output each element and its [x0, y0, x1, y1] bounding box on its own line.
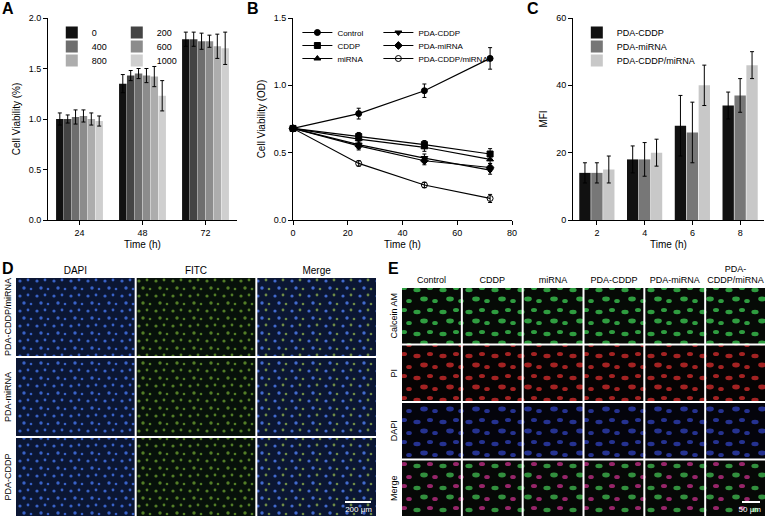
svg-text:Merge: Merge — [389, 475, 399, 501]
svg-text:0.5: 0.5 — [274, 148, 287, 158]
svg-text:1.0: 1.0 — [29, 114, 42, 124]
html-text:A: A — [2, 0, 14, 17]
svg-text:0: 0 — [561, 215, 566, 225]
svg-text:24: 24 — [74, 228, 84, 238]
svg-text:400: 400 — [92, 42, 107, 52]
html-text:D: D — [2, 260, 14, 277]
svg-text:72: 72 — [200, 228, 210, 238]
html-text:PDA-CDDP: PDA-CDDP — [590, 275, 638, 285]
svg-text:6: 6 — [690, 228, 695, 238]
svg-text:600: 600 — [157, 42, 172, 52]
svg-text:1000: 1000 — [157, 56, 177, 66]
svg-text:PDA-miRNA: PDA-miRNA — [418, 42, 463, 51]
svg-text:PDA-miRNA: PDA-miRNA — [3, 372, 13, 422]
html-text:miRNA: miRNA — [538, 275, 568, 285]
svg-text:80: 80 — [507, 228, 517, 238]
svg-text:MFI: MFI — [538, 110, 549, 127]
svg-text:PDA-CDDP: PDA-CDDP — [3, 453, 13, 500]
svg-text:50 μm: 50 μm — [739, 505, 762, 514]
svg-text:Control: Control — [337, 29, 363, 38]
svg-text:Calcein AM: Calcein AM — [389, 293, 399, 339]
svg-text:20: 20 — [343, 228, 353, 238]
svg-text:DAPI: DAPI — [389, 420, 399, 441]
svg-text:PI: PI — [389, 369, 399, 378]
svg-text:8: 8 — [738, 228, 743, 238]
svg-text:0.5: 0.5 — [29, 165, 42, 175]
svg-text:miRNA: miRNA — [337, 55, 363, 64]
svg-text:1.5: 1.5 — [274, 13, 287, 23]
svg-text:PDA-miRNA: PDA-miRNA — [617, 42, 667, 52]
html-text:E: E — [388, 260, 399, 277]
svg-text:60: 60 — [452, 228, 462, 238]
svg-text:800: 800 — [92, 56, 107, 66]
html-text:Merge: Merge — [302, 265, 331, 276]
svg-text:Cell Viability (OD): Cell Viability (OD) — [256, 80, 267, 159]
html-text:B: B — [247, 0, 259, 17]
svg-text:200: 200 — [157, 28, 172, 38]
svg-text:Time (h): Time (h) — [384, 239, 421, 250]
svg-text:48: 48 — [137, 228, 147, 238]
html-text:DAPI: DAPI — [63, 265, 87, 276]
svg-text:4: 4 — [642, 228, 647, 238]
svg-text:0.0: 0.0 — [274, 215, 287, 225]
html-text:PDA-CDDP/miRNA: PDA-CDDP/miRNA — [707, 264, 764, 285]
svg-text:PDA-CDDP/miRNA: PDA-CDDP/miRNA — [3, 278, 13, 356]
html-text:C: C — [527, 0, 539, 17]
svg-text:Time (h): Time (h) — [650, 239, 687, 250]
svg-text:PDA-CDDP/miRNA: PDA-CDDP/miRNA — [418, 55, 488, 64]
svg-text:PDA-CDDP: PDA-CDDP — [617, 28, 664, 38]
svg-text:60: 60 — [556, 13, 566, 23]
svg-text:40: 40 — [556, 80, 566, 90]
html-text:FITC: FITC — [184, 265, 208, 276]
svg-text:PDA-CDDP: PDA-CDDP — [418, 29, 460, 38]
html-text:Control: Control — [416, 275, 446, 285]
svg-text:CDDP: CDDP — [337, 42, 360, 51]
svg-text:PDA-CDDP/miRNA: PDA-CDDP/miRNA — [617, 56, 695, 66]
svg-text:40: 40 — [397, 228, 407, 238]
svg-text:1.0: 1.0 — [274, 80, 287, 90]
svg-text:Cell Viability (%): Cell Viability (%) — [11, 83, 22, 156]
svg-text:0: 0 — [290, 228, 295, 238]
svg-text:200 μm: 200 μm — [345, 505, 372, 514]
svg-text:0: 0 — [92, 28, 97, 38]
svg-text:1.5: 1.5 — [29, 64, 42, 74]
svg-text:Time (h): Time (h) — [124, 239, 161, 250]
svg-text:2.0: 2.0 — [29, 13, 42, 23]
html-text:PDA-miRNA: PDA-miRNA — [649, 275, 700, 285]
svg-text:20: 20 — [556, 148, 566, 158]
svg-text:0.0: 0.0 — [29, 215, 42, 225]
html-text:CDDP: CDDP — [479, 275, 505, 285]
svg-text:2: 2 — [594, 228, 599, 238]
